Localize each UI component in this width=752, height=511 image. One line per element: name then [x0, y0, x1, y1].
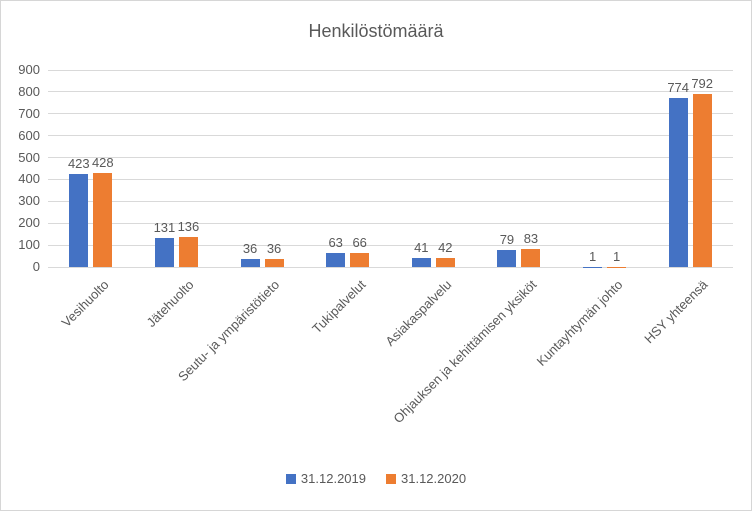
y-axis-tick-label: 400: [18, 171, 40, 187]
y-axis-tick-label: 900: [18, 62, 40, 77]
legend-label: 31.12.2020: [401, 471, 467, 486]
gridline: [48, 244, 733, 246]
bar: [521, 248, 541, 267]
y-axis-tick-label: 100: [18, 237, 40, 253]
gridline: [48, 178, 733, 180]
bar: [692, 93, 712, 267]
y-axis-tick-label: 700: [18, 105, 40, 121]
y-axis-tick-label: 0: [32, 259, 40, 274]
bar-value-label: 136: [177, 219, 200, 235]
y-axis-tick-label: 500: [18, 149, 40, 165]
x-axis-category-label: Kuntayhtymän johto: [533, 277, 626, 369]
legend-item: 31.12.2020: [386, 471, 466, 486]
bar: [178, 237, 198, 267]
gridline: [48, 135, 733, 137]
legend-item: 31.12.2019: [285, 471, 366, 486]
legend: 31.12.2019 31.12.2020: [1, 471, 751, 486]
bar-value-label: 1: [612, 248, 621, 264]
bar-value-label: 792: [691, 75, 714, 91]
gridline: [48, 200, 733, 202]
bar: [668, 97, 688, 267]
bar: [326, 253, 346, 267]
gridline: [48, 157, 733, 159]
bar: [264, 259, 284, 267]
bar: [411, 258, 431, 267]
gridline: [48, 69, 733, 71]
y-axis-tick-label: 200: [18, 215, 40, 231]
bar: [350, 252, 370, 267]
legend-label: 31.12.2019: [300, 471, 366, 486]
gridline: [48, 113, 733, 115]
x-axis-category-label: Seutu- ja ympäristötieto: [175, 277, 283, 385]
y-axis-tick-label: 800: [18, 83, 40, 99]
bar-value-label: 66: [352, 234, 367, 250]
bar-value-label: 79: [499, 231, 515, 247]
y-axis-tick-label: 300: [18, 193, 40, 209]
bar-value-label: 1: [588, 248, 597, 264]
bar: [93, 173, 113, 267]
bar-value-label: 41: [414, 240, 429, 256]
x-axis-category-label: Tukipalvelut: [308, 277, 369, 337]
bar: [69, 174, 89, 267]
plot-area: 0 100 200 300 400 500 600 700 800 900 423 428 Vesihu…: [18, 62, 733, 426]
legend-swatch: [386, 473, 396, 484]
bar-value-label: 42: [438, 239, 453, 255]
x-axis-category-label: HSY yhteensä: [641, 277, 711, 347]
bar: [154, 238, 174, 267]
bar: [435, 257, 455, 267]
gridline: [48, 222, 733, 224]
bar-value-label: 36: [266, 241, 282, 257]
bar-value-label: 83: [523, 230, 539, 246]
chart-title: Henkilöstömäärä: [308, 21, 444, 41]
x-axis-category-label: Asiakaspalvelu: [381, 277, 454, 349]
bar: [497, 249, 517, 267]
gridline: [48, 91, 733, 93]
bar: [240, 259, 260, 267]
bar-value-label: 36: [242, 241, 258, 257]
bar-value-label: 774: [667, 79, 690, 95]
bar-value-label: 428: [91, 155, 114, 171]
x-axis-category-label: Jätehuolto: [144, 277, 198, 331]
x-axis-category-label: Ohjauksen ja kehittämisen yksiköt: [390, 277, 540, 427]
legend-swatch: [285, 473, 296, 484]
y-axis-tick-label: 600: [18, 127, 40, 143]
bar-value-label: 131: [153, 220, 176, 236]
bar-value-label: 63: [328, 235, 343, 251]
bar-value-label: 423: [67, 156, 90, 172]
x-axis-category-label: Vesihuolto: [58, 277, 112, 331]
gridline: [48, 266, 733, 268]
